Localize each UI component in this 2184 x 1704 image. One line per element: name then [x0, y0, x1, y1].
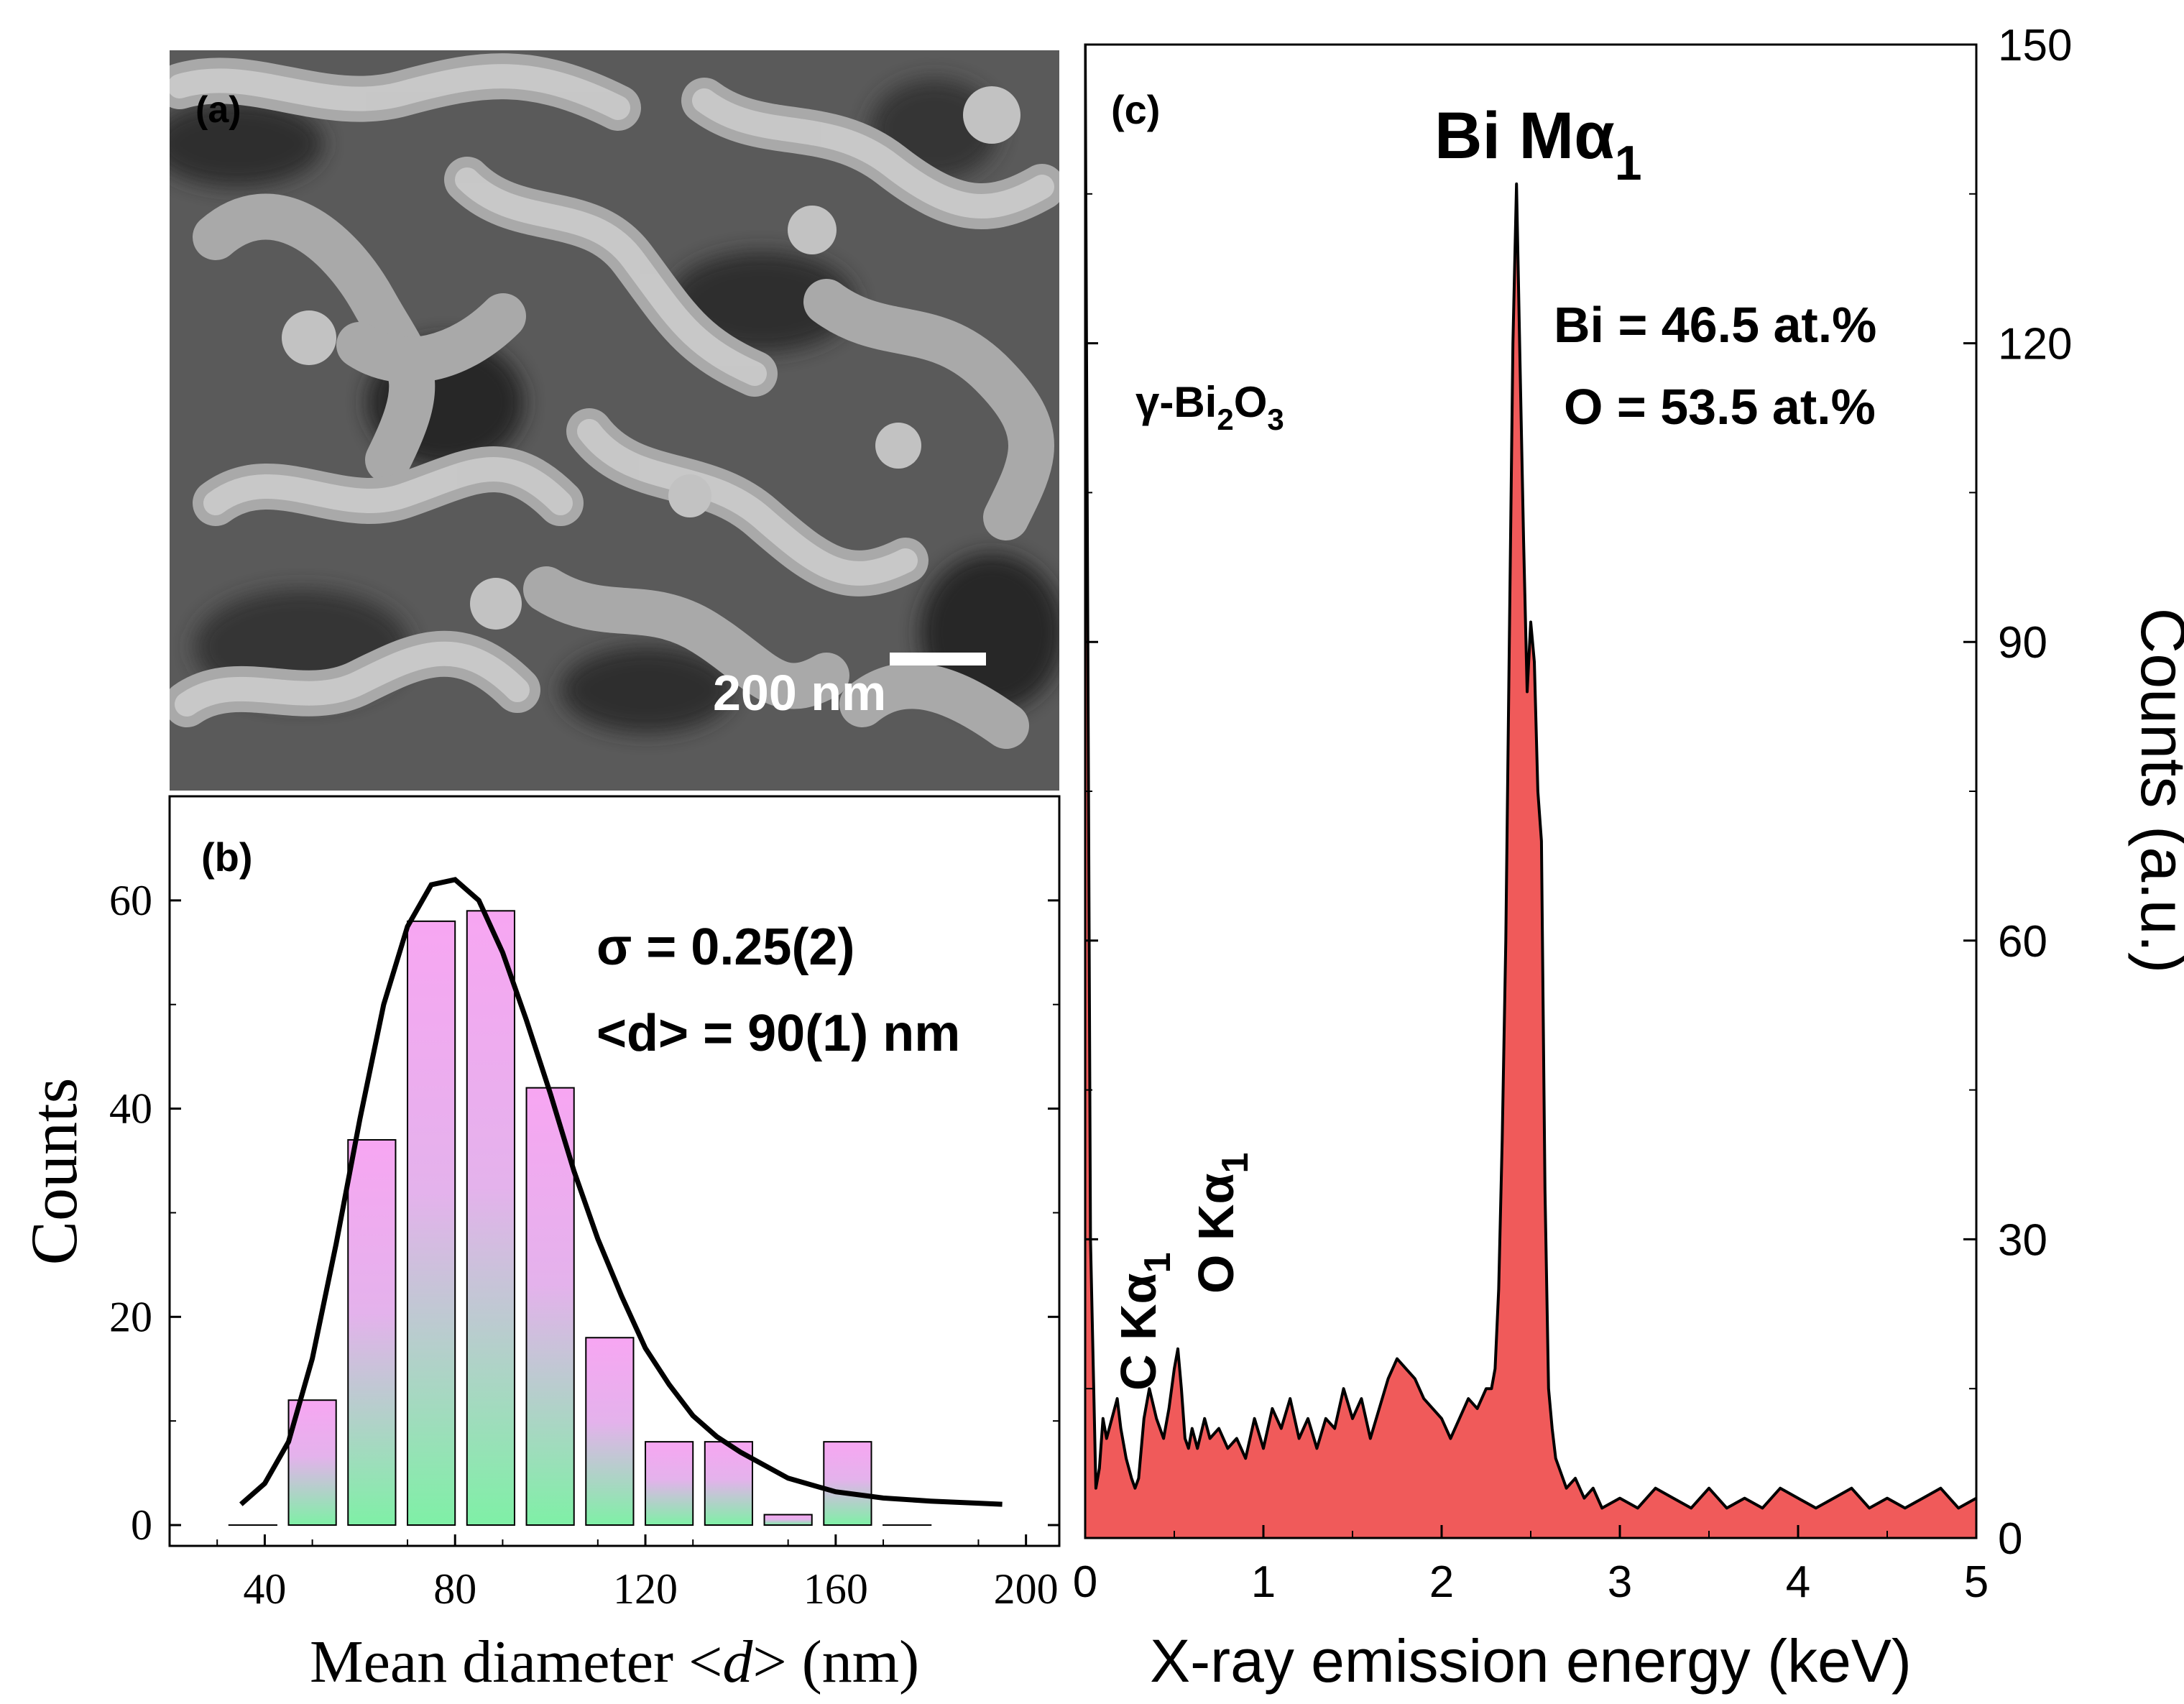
- eds-y-tick-label: 30: [1998, 1215, 2047, 1265]
- eds-x-tick-label: 1: [1251, 1557, 1276, 1607]
- histogram-bars: [228, 910, 932, 1526]
- bi-content-annotation: Bi = 46.5 at.%: [1554, 297, 1876, 353]
- histogram-bar: [585, 1337, 635, 1526]
- eds-x-label: X-ray emission energy (keV): [1150, 1627, 1912, 1695]
- histogram-y-tick-label: 60: [109, 877, 152, 924]
- eds-x-tick-label: 4: [1786, 1557, 1810, 1607]
- sem-texture: [170, 53, 1059, 749]
- histogram-x-label: Mean diameter <d> (nm): [310, 1629, 919, 1695]
- eds-x-tick-label: 3: [1608, 1557, 1632, 1607]
- histogram-y-label: Counts: [17, 1078, 91, 1266]
- eds-spectrum-fill: [1085, 45, 1976, 1538]
- histogram-bar: [763, 1514, 813, 1526]
- eds-x-tick-label: 5: [1964, 1557, 1989, 1607]
- histogram-y-tick-label: 40: [109, 1085, 152, 1133]
- eds-y-tick-label: 60: [1998, 917, 2047, 967]
- scale-bar-label: 200 nm: [713, 665, 886, 721]
- eds-y-tick-label: 150: [1998, 21, 2072, 70]
- eds-y-label: Counts (a.u.): [2128, 608, 2184, 974]
- eds-y-tick-label: 0: [1998, 1514, 2022, 1564]
- mean-diameter-annotation: <d> = 90(1) nm: [596, 1005, 960, 1062]
- lognormal-fit-curve: [239, 877, 1003, 1507]
- histogram-x-tick-label: 120: [613, 1565, 678, 1613]
- histogram-x-tick-label: 200: [994, 1565, 1059, 1613]
- histogram-x-tick-label: 40: [243, 1565, 286, 1613]
- sigma-annotation: σ = 0.25(2): [596, 918, 854, 976]
- histogram-x-ticks: 40 80 120 160 200: [216, 1534, 1059, 1613]
- sem-panel-label: (a): [195, 89, 241, 131]
- bi-peak-label: Bi Mα1: [1434, 99, 1642, 190]
- eds-spectrum-line: [1085, 45, 1976, 1510]
- scale-bar: [890, 653, 986, 666]
- o-peak-label: O Kα1: [1188, 1153, 1256, 1294]
- histogram-bar: [525, 1087, 575, 1526]
- histogram-y-ticks: 0 20 40 60: [109, 796, 1059, 1549]
- eds-x-tick-label: 0: [1073, 1557, 1097, 1607]
- sem-panel: (a) 200 nm: [170, 50, 1059, 791]
- histogram-x-tick-label: 160: [803, 1565, 868, 1613]
- eds-panel-label: (c): [1111, 87, 1160, 132]
- histogram-panel-label: (b): [201, 834, 253, 880]
- histogram-y-tick-label: 20: [109, 1293, 152, 1340]
- histogram-bar: [466, 910, 515, 1526]
- c-peak-label: C Kα1: [1110, 1252, 1179, 1391]
- eds-y-tick-label: 90: [1998, 618, 2047, 668]
- eds-x-ticks: 0 1 2 3 4 5: [1073, 1525, 1989, 1607]
- histogram-bar: [407, 920, 456, 1526]
- histogram-x-tick-label: 80: [433, 1565, 476, 1613]
- eds-y-tick-label: 120: [1998, 320, 2072, 369]
- o-content-annotation: O = 53.5 at.%: [1564, 379, 1876, 435]
- eds-x-tick-label: 2: [1429, 1557, 1454, 1607]
- histogram-y-tick-label: 0: [131, 1501, 152, 1549]
- histogram-frame: [168, 795, 1061, 1547]
- histogram-bar: [823, 1441, 872, 1526]
- eds-y-ticks: 0 30 60 90 120 150: [1085, 21, 2072, 1564]
- histogram-bar: [645, 1441, 694, 1526]
- histogram-bar: [347, 1139, 397, 1526]
- phase-label: γ-Bi2O3: [1135, 378, 1284, 436]
- histogram-panel: 40 80 120 160 200 0 20 40 60 (b) σ = 0.25(2) <d…: [17, 795, 1061, 1695]
